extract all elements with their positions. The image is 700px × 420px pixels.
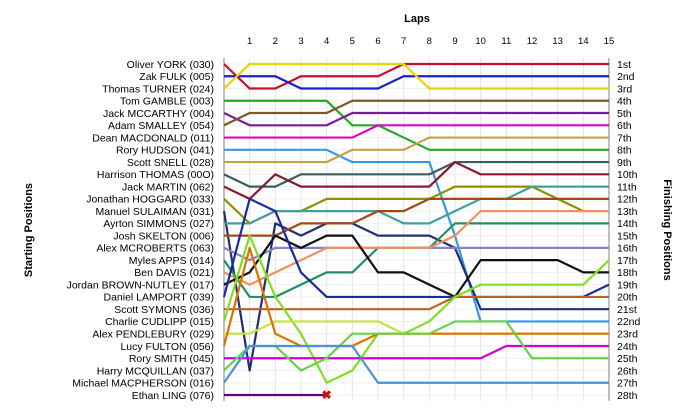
series-line <box>224 148 609 323</box>
lap-tick-label: 9 <box>452 36 457 47</box>
series-line <box>224 185 609 225</box>
series-layer: ✖ <box>222 62 610 402</box>
finishing-position-label: 4th <box>617 96 632 108</box>
finishing-position-label: 28th <box>617 390 638 402</box>
starting-position-label: Josh SKELTON (006) <box>113 230 214 242</box>
finishing-position-label: 21st <box>617 304 637 316</box>
series-line <box>223 99 609 127</box>
starting-position-label: Adam SMALLEY (054) <box>108 120 214 132</box>
starting-position-label: Oliver YORK (030) <box>127 59 214 71</box>
starting-position-label: Jonathan HOGGARD (033) <box>86 194 214 206</box>
finishing-position-label: 3rd <box>617 83 632 95</box>
label-layer: Oliver YORK (030)Zak FULK (005)Thomas TU… <box>67 59 641 402</box>
starting-position-label: Lucy FULTON (056) <box>120 341 214 353</box>
starting-position-label: Charlie CUDLIPP (015) <box>105 316 214 328</box>
starting-position-label: Jack MARTIN (062) <box>122 181 214 193</box>
finishing-position-label: 6th <box>617 120 632 132</box>
series-line <box>223 210 609 286</box>
finishing-position-label: 10th <box>617 169 638 181</box>
lap-tick-label: 3 <box>298 36 303 47</box>
x-axis-title: Laps <box>404 13 430 25</box>
lap-tick-label: 10 <box>475 36 486 47</box>
finishing-position-label: 1st <box>617 59 631 71</box>
starting-position-label: Jack MCCARTHY (004) <box>103 108 214 120</box>
finishing-position-label: 26th <box>617 365 638 377</box>
y-axis-left-title: Starting Positions <box>23 183 35 277</box>
series-line <box>223 160 609 200</box>
lap-tick-label: 11 <box>501 36 511 47</box>
series-line <box>223 234 609 299</box>
starting-position-label: Zak FULK (005) <box>139 71 214 83</box>
series-line <box>223 344 609 384</box>
finishing-position-label: 24th <box>617 341 638 353</box>
finishing-position-label: 25th <box>617 353 638 365</box>
finishing-position-label: 16th <box>617 243 638 255</box>
finishing-position-label: 7th <box>617 132 632 144</box>
finishing-position-label: 12th <box>617 194 638 206</box>
lap-tick-label: 8 <box>427 36 432 47</box>
finishing-position-label: 13th <box>617 206 638 218</box>
finishing-position-label: 9th <box>617 157 632 169</box>
starting-position-label: Tom GAMBLE (003) <box>120 96 214 108</box>
finishing-position-label: 22nd <box>617 316 641 328</box>
starting-position-label: Manuel SULAIMAN (031) <box>96 206 214 218</box>
starting-position-label: Ben DAVIS (021) <box>134 267 214 279</box>
lap-tick-label: 14 <box>578 36 589 47</box>
series-line <box>224 136 609 164</box>
finishing-position-label: 27th <box>617 378 638 390</box>
series-line <box>224 75 609 90</box>
starting-position-label: Thomas TURNER (024) <box>102 83 214 95</box>
finishing-position-label: 15th <box>617 230 638 242</box>
series-line <box>224 124 609 139</box>
lap-tick-label: 12 <box>527 36 538 47</box>
series-line <box>224 197 609 237</box>
finishing-position-label: 11th <box>617 181 637 193</box>
lap-tick-label: 15 <box>604 36 615 47</box>
series-line <box>223 320 609 372</box>
lap-tick-label: 6 <box>375 36 380 47</box>
starting-position-label: Jordan BROWN-NUTLEY (017) <box>67 279 214 291</box>
starting-position-label: Dean MACDONALD (011) <box>92 132 214 144</box>
finishing-position-label: 23rd <box>617 329 638 341</box>
finishing-position-label: 17th <box>617 255 638 267</box>
starting-position-label: Harry MCQUILLAN (037) <box>97 365 214 377</box>
finishing-position-label: 18th <box>617 267 638 279</box>
finishing-position-label: 19th <box>617 279 638 291</box>
series-line <box>222 234 610 384</box>
lap-tick-label: 5 <box>350 36 355 47</box>
starting-position-label: Ethan LING (076) <box>132 390 214 402</box>
finishing-position-label: 5th <box>617 108 632 120</box>
starting-position-label: Myles APPS (014) <box>129 255 214 267</box>
lap-tick-label: 1 <box>247 36 252 47</box>
lap-tick-label: 4 <box>324 36 329 47</box>
starting-position-label: Alex MCROBERTS (063) <box>96 243 214 255</box>
starting-position-label: Daniel LAMPORT (039) <box>104 292 215 304</box>
lap-tick-label: 13 <box>552 36 563 47</box>
starting-position-label: Ayrton SIMMONS (027) <box>103 218 214 230</box>
finishing-position-label: 2nd <box>617 71 635 83</box>
starting-position-label: Michael MACPHERSON (016) <box>72 378 214 390</box>
series-line <box>223 62 609 90</box>
starting-position-label: Scott SYMONS (036) <box>114 304 214 316</box>
finishing-position-label: 14th <box>617 218 638 230</box>
y-axis-right-title: Finishing Positions <box>661 179 673 280</box>
series-line <box>224 295 609 311</box>
finishing-position-label: 20th <box>617 292 638 304</box>
lap-tick-label: 7 <box>401 36 406 47</box>
series-line <box>223 246 609 262</box>
lap-tick-label: 2 <box>273 36 278 47</box>
starting-position-label: Alex PENDLEBURY (029) <box>92 329 214 341</box>
starting-position-label: Harrison THOMAS (00O) <box>97 169 214 181</box>
starting-position-label: Scott SNELL (028) <box>127 157 214 169</box>
finishing-position-label: 8th <box>617 145 632 157</box>
series-line <box>223 111 609 127</box>
retired-marker: ✖ <box>322 388 332 402</box>
starting-position-label: Rory SMITH (045) <box>129 353 214 365</box>
starting-position-label: Rory HUDSON (041) <box>116 145 214 157</box>
